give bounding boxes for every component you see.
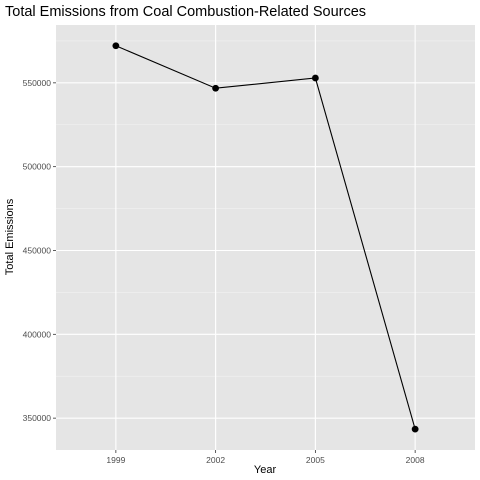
y-tick-label: 450000	[23, 245, 52, 255]
y-tick-label: 350000	[23, 413, 52, 423]
y-tick-label: 500000	[23, 162, 52, 172]
x-tick-label: 2002	[206, 455, 225, 465]
data-point	[212, 84, 220, 92]
series-line	[115, 45, 416, 430]
minor-gridlines	[56, 40, 475, 377]
y-axis-ticks: 350000 400000 450000 500000 550000	[23, 78, 56, 423]
x-tick-label: 2008	[406, 455, 425, 465]
data-points	[112, 42, 419, 433]
x-axis-title: Year	[254, 464, 277, 476]
plot-panel	[56, 25, 475, 450]
x-tick-label: 1999	[106, 455, 125, 465]
data-point	[311, 74, 319, 82]
major-gridlines	[56, 25, 475, 450]
series-line-group	[115, 45, 416, 430]
x-axis-ticks: 1999 2002 2005 2008	[106, 450, 425, 465]
x-tick-label: 2005	[306, 455, 325, 465]
data-point	[112, 42, 120, 50]
y-tick-label: 550000	[23, 78, 52, 88]
data-point	[411, 425, 419, 433]
y-tick-label: 400000	[23, 329, 52, 339]
y-axis-title: Total Emissions	[4, 198, 16, 275]
chart-title: Total Emissions from Coal Combustion-Rel…	[5, 4, 366, 20]
